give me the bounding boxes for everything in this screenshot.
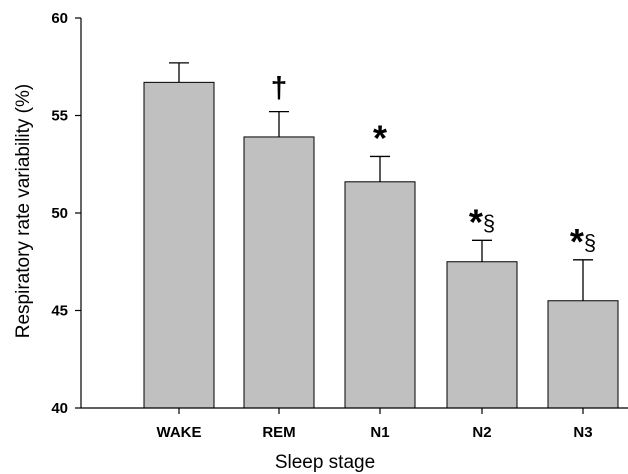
significance-annotation: * [373, 117, 387, 158]
x-tick-label: N2 [472, 424, 491, 441]
x-axis-title: Sleep stage [275, 452, 375, 473]
x-tick-label: N3 [573, 424, 592, 441]
significance-annotation: † [271, 72, 288, 105]
significance-annotation: *§ [570, 221, 596, 262]
bar-wake [143, 81, 215, 409]
bar-n3 [547, 300, 619, 409]
labels-layer: WAKE REM † N1 * N2 *§ N3 *§ [157, 72, 597, 441]
x-tick-label: N1 [370, 424, 389, 441]
y-tick-label: 45 [51, 303, 68, 320]
y-axis-title: Respiratory rate variability (%) [13, 84, 34, 338]
bars-layer [143, 62, 619, 409]
y-tick-label: 60 [51, 10, 68, 27]
x-tick-label: REM [262, 424, 295, 441]
bar-n2 [446, 261, 518, 409]
bar-n1 [344, 181, 416, 409]
bar-rem [243, 136, 315, 409]
x-tick-label: WAKE [157, 424, 202, 441]
ticks-layer: 40 45 50 55 60 [51, 10, 584, 417]
significance-annotation: *§ [469, 201, 495, 242]
y-tick-label: 40 [51, 400, 68, 417]
y-tick-label: 50 [51, 205, 68, 222]
y-tick-label: 55 [51, 108, 68, 125]
